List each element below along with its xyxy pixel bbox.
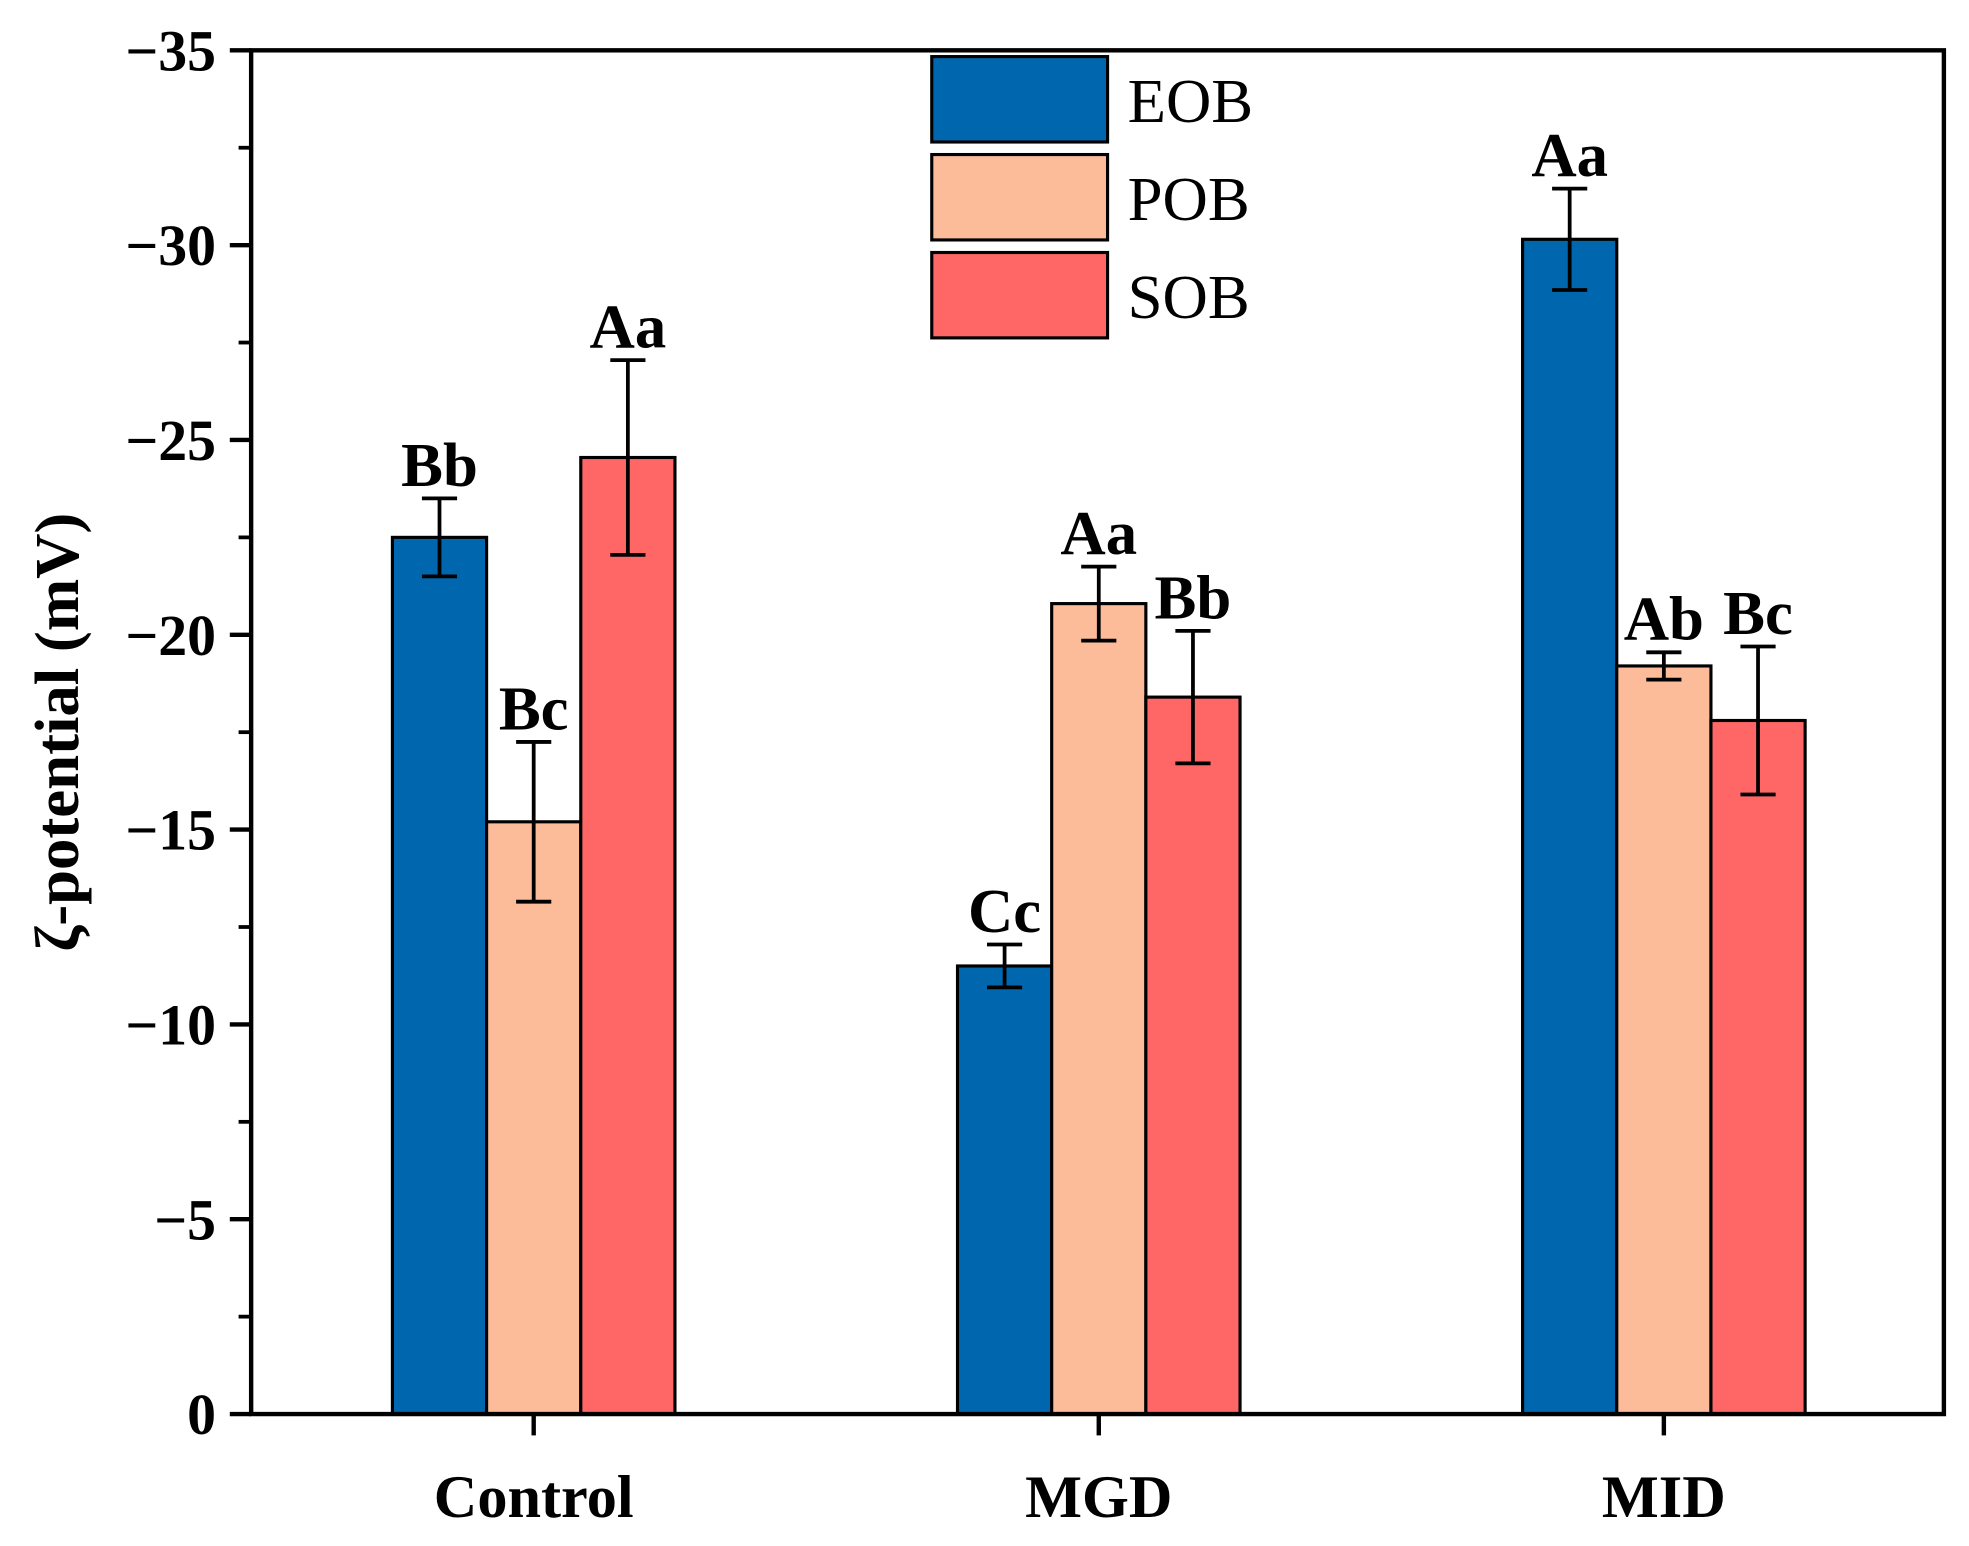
bar-pob <box>485 820 583 1416</box>
bar-eob <box>1521 237 1619 1416</box>
y-tick-label: −35 <box>125 20 216 83</box>
y-tick-label: −20 <box>125 605 216 668</box>
significance-label: Bb <box>401 430 478 500</box>
significance-label: Ab <box>1624 584 1704 654</box>
significance-label: Aa <box>590 292 667 362</box>
x-tick-label: MID <box>1602 1464 1726 1531</box>
y-axis: 0 −5 −10 −15 −20 −25 −30 −35 <box>125 20 252 1447</box>
y-tick-label: −5 <box>154 1189 216 1252</box>
legend-label: EOB <box>1128 66 1254 136</box>
bar-eob <box>955 964 1054 1416</box>
significance-label: Cc <box>968 876 1041 946</box>
bar-sob <box>1144 695 1242 1416</box>
y-tick-label: −30 <box>125 215 216 278</box>
bar-pob <box>1050 602 1148 1416</box>
significance-label: Bb <box>1155 562 1232 632</box>
legend: EOB POB SOB <box>930 55 1254 340</box>
y-tick-label: −10 <box>125 995 216 1058</box>
y-axis-title: ζ-potential (mV) <box>22 513 92 952</box>
y-tick-label: 0 <box>187 1384 216 1447</box>
x-tick-label: Control <box>434 1464 634 1531</box>
plot-frame <box>248 48 1947 1417</box>
legend-swatch-eob <box>930 55 1110 144</box>
legend-swatch-pob <box>930 152 1110 242</box>
x-tick-label: MGD <box>1025 1464 1172 1531</box>
y-tick-label: −15 <box>125 800 216 863</box>
significance-label: Bc <box>499 673 569 743</box>
bar-pob <box>1615 664 1713 1416</box>
legend-label: SOB <box>1128 262 1250 332</box>
bar-sob <box>579 455 677 1416</box>
bar-eob <box>390 535 489 1416</box>
legend-swatch-sob <box>930 250 1110 340</box>
significance-label: Aa <box>1060 498 1137 568</box>
y-tick-label: −25 <box>125 410 216 473</box>
legend-label: POB <box>1128 164 1250 234</box>
bar-sob <box>1709 718 1807 1416</box>
significance-label: Aa <box>1531 120 1608 190</box>
significance-label: Bc <box>1723 578 1793 648</box>
x-axis: Control MGD MID <box>434 1414 1726 1531</box>
bars-layer: Bb Bc Aa Cc Aa Bb Aa Ab Bc <box>390 120 1807 1416</box>
